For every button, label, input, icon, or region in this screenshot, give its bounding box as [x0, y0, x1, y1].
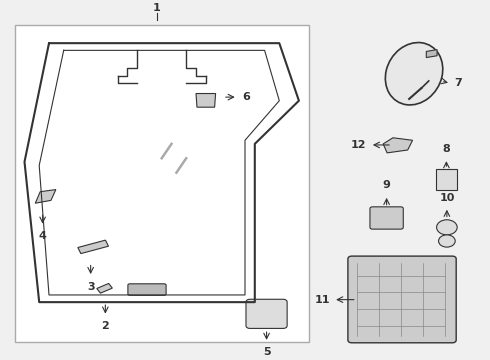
- Text: 8: 8: [442, 144, 450, 154]
- FancyBboxPatch shape: [348, 256, 456, 343]
- Text: 4: 4: [39, 231, 47, 241]
- FancyBboxPatch shape: [128, 284, 166, 295]
- Text: 3: 3: [87, 282, 95, 292]
- Polygon shape: [196, 94, 216, 107]
- Text: 12: 12: [351, 140, 367, 150]
- Polygon shape: [78, 240, 108, 253]
- Polygon shape: [426, 50, 437, 58]
- FancyBboxPatch shape: [436, 170, 457, 190]
- Polygon shape: [97, 283, 112, 293]
- Text: 11: 11: [314, 294, 330, 305]
- Text: 2: 2: [101, 321, 109, 331]
- Text: 1: 1: [153, 3, 161, 13]
- Text: 6: 6: [243, 92, 250, 102]
- Ellipse shape: [385, 42, 443, 105]
- Text: 5: 5: [263, 347, 270, 357]
- Polygon shape: [35, 190, 56, 203]
- FancyBboxPatch shape: [370, 207, 403, 229]
- Text: 9: 9: [383, 180, 391, 190]
- Circle shape: [437, 220, 457, 235]
- Text: 7: 7: [455, 78, 463, 89]
- Text: 10: 10: [439, 193, 455, 203]
- FancyBboxPatch shape: [246, 299, 287, 328]
- FancyBboxPatch shape: [15, 25, 309, 342]
- Polygon shape: [383, 138, 413, 153]
- Circle shape: [439, 235, 455, 247]
